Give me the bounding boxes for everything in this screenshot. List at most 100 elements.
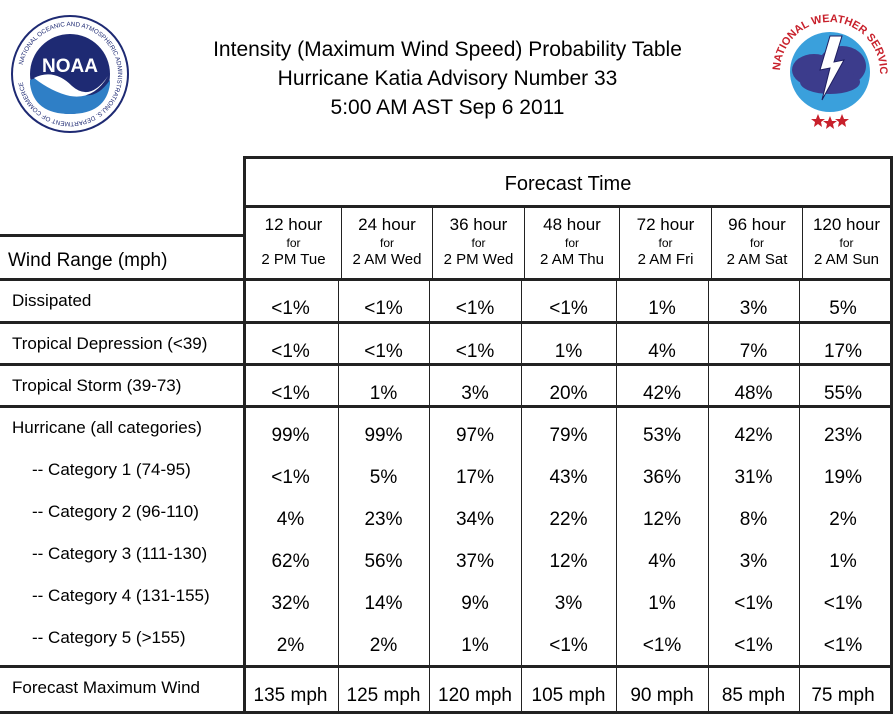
column-divider (799, 405, 800, 668)
table-cell: 4% (276, 509, 305, 530)
table-cell: 42% (642, 383, 682, 404)
table-cell: 23% (823, 425, 863, 446)
column-when: 2 AM Sat (726, 251, 788, 268)
table-cell: <1% (549, 298, 588, 319)
column-hours: 24 hour (358, 215, 416, 234)
table-cell: 120 mph (438, 685, 512, 706)
column-divider (708, 321, 709, 366)
table-cell: 4% (648, 551, 676, 572)
column-divider (616, 321, 617, 366)
table-cell: 42% (734, 425, 773, 446)
column-divider (338, 278, 339, 324)
column-for: for (286, 236, 301, 250)
table-cell: 1% (461, 635, 489, 656)
column-divider (243, 665, 246, 714)
column-divider (799, 321, 800, 366)
row-label: Tropical Depression (<39) (12, 334, 208, 353)
column-for: for (658, 236, 673, 250)
column-for: for (839, 236, 854, 250)
table-cell: 14% (364, 593, 403, 614)
table-cell: <1% (823, 593, 863, 614)
table-cell: 1% (554, 341, 583, 362)
table-cell: 8% (739, 509, 768, 530)
column-divider (338, 405, 339, 668)
column-hours: 12 hour (264, 215, 323, 234)
table-cell: 79% (549, 425, 588, 446)
table-cell: <1% (642, 635, 682, 656)
table-cell: <1% (455, 298, 495, 319)
table-cell: 4% (648, 341, 676, 362)
column-divider (429, 321, 430, 366)
table-cell: <1% (271, 467, 310, 488)
table-cell: <1% (364, 298, 403, 319)
advisory-time: 5:00 AM AST Sep 6 2011 (330, 96, 565, 119)
column-divider (243, 321, 246, 366)
noaa-logo-text: NOAA (42, 56, 98, 77)
column-divider (243, 278, 246, 324)
table-cell: 32% (271, 593, 310, 614)
row-label: -- Category 2 (96-110) (32, 502, 199, 521)
table-cell: 53% (642, 425, 682, 446)
column-divider (708, 665, 709, 714)
column-divider (799, 278, 800, 324)
table-cell: 48% (734, 383, 773, 404)
table-cell: 3% (461, 383, 489, 404)
row-label: -- Category 4 (131-155) (32, 586, 210, 605)
column-when: 2 AM Thu (540, 251, 604, 268)
column-header-row: 12 hour for 2 PM Tue 24 hour for 2 AM Wed 36 h… (243, 205, 893, 281)
column-hours: 96 hour (728, 215, 786, 234)
column-divider (243, 405, 246, 668)
table-cell: 2% (829, 509, 857, 530)
table-cell: 31% (734, 467, 773, 488)
table-cell: 99% (364, 425, 403, 446)
table-cell: 7% (739, 341, 768, 362)
table-cell: 1% (369, 383, 398, 404)
column-divider (708, 405, 709, 668)
noaa-logo: NOAA NATIONAL OCEANIC AND ATMOSPHERIC AD… (11, 15, 129, 133)
column-divider (521, 363, 522, 408)
row-label: Dissipated (12, 291, 92, 310)
column-hours: 48 hour (543, 215, 601, 234)
table-cell: 1% (648, 593, 676, 614)
column-header: 24 hour for 2 AM Wed (341, 205, 432, 278)
table-cell: 2% (276, 635, 305, 656)
column-header: 48 hour for 2 AM Thu (524, 205, 619, 278)
row-label: Hurricane (all categories) (12, 418, 202, 437)
table-cell: 34% (455, 509, 495, 530)
wind-range-header: Wind Range (mph) (0, 234, 246, 281)
column-divider (616, 278, 617, 324)
row-label: Tropical Storm (39-73) (12, 376, 182, 395)
table-cell: 9% (461, 593, 489, 614)
forecast-time-label: Forecast Time (504, 173, 632, 195)
column-for: for (379, 236, 394, 250)
table-cell: 1% (829, 551, 857, 572)
table-cell: 5% (829, 298, 857, 319)
table-cell: 1% (648, 298, 676, 319)
column-divider (243, 363, 246, 408)
table-cell: 56% (364, 551, 403, 572)
table-cell: <1% (823, 635, 863, 656)
column-divider (616, 405, 617, 668)
nws-logo: NATIONAL WEATHER SERVICE (772, 8, 888, 129)
table-cell: 17% (455, 467, 495, 488)
table-cell: <1% (734, 635, 773, 656)
column-divider (338, 363, 339, 408)
table-cell: 23% (364, 509, 403, 530)
table-cell: <1% (734, 593, 773, 614)
column-divider (429, 278, 430, 324)
column-divider (429, 405, 430, 668)
column-header: 72 hour for 2 AM Fri (619, 205, 711, 278)
row-label: -- Category 5 (>155) (32, 628, 186, 647)
column-divider (521, 405, 522, 668)
column-divider (338, 665, 339, 714)
table-cell: 19% (823, 467, 863, 488)
column-divider (521, 321, 522, 366)
column-divider (616, 665, 617, 714)
table-cell: 17% (823, 341, 863, 362)
table-cell: 135 mph (253, 685, 328, 706)
column-for: for (564, 236, 579, 250)
column-header: 120 hour for 2 AM Sun (802, 205, 890, 278)
table-cell: 20% (549, 383, 588, 404)
table-cell: 90 mph (630, 685, 694, 706)
table-cell: 3% (739, 551, 768, 572)
